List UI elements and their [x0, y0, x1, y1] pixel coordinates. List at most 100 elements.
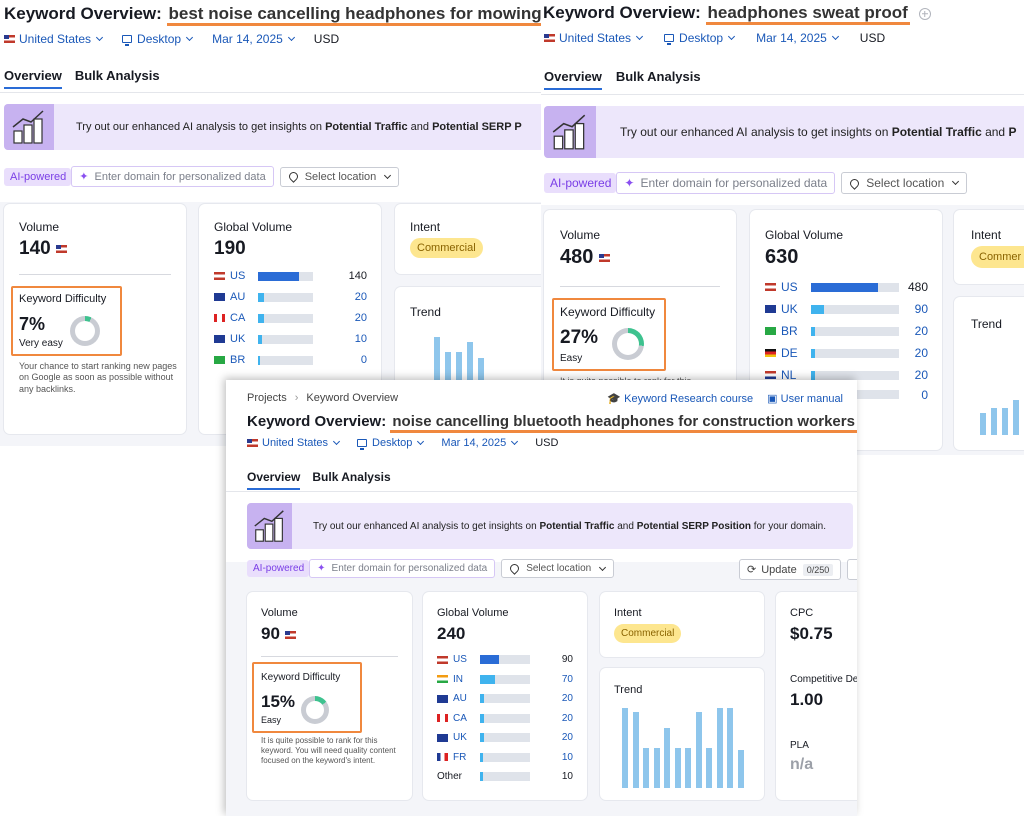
kd-level: Easy — [261, 715, 282, 725]
intent-badge: Commercial — [410, 238, 483, 258]
update-button[interactable]: ⟳ Update 0/250 — [739, 559, 842, 580]
tab-bulk-analysis[interactable]: Bulk Analysis — [312, 470, 391, 484]
tab-overview[interactable]: Overview — [4, 68, 62, 89]
breadcrumb-projects[interactable]: Projects — [247, 392, 287, 404]
global-volume-row: CA 20 — [437, 713, 573, 724]
trend-card: Trend — [954, 297, 1024, 450]
global-volume-row: UK 20 — [437, 732, 573, 743]
trend-bar — [643, 748, 649, 788]
trend-bar — [1013, 400, 1019, 435]
ai-powered-badge: AI-powered — [4, 167, 72, 186]
chevron-down-icon — [333, 437, 341, 446]
tab-bulk-analysis[interactable]: Bulk Analysis — [615, 69, 701, 84]
chevron-down-icon — [728, 32, 736, 41]
tab-overview[interactable]: Overview — [544, 69, 602, 90]
country-volume-value: 10 — [561, 771, 573, 782]
country-volume-value: 10 — [354, 333, 367, 345]
country-volume-value: 70 — [561, 673, 573, 685]
country-code: AU — [230, 291, 246, 303]
domain-input[interactable]: ✦ Enter domain for personalized data — [71, 166, 274, 187]
country-code: NL — [781, 368, 797, 382]
domain-input[interactable]: ✦ Enter domain for personalized data — [309, 559, 496, 578]
us-flag-icon — [284, 630, 296, 639]
location-select[interactable]: Select location — [279, 166, 400, 187]
user-manual-link[interactable]: ▣ User manual — [767, 393, 843, 405]
global-volume-row: US 480 — [765, 280, 928, 294]
global-volume-row: AU 20 — [214, 291, 367, 303]
volume-share-bar — [258, 334, 313, 344]
kd-label: Keyword Difficulty — [19, 293, 107, 305]
volume-share-bar — [258, 313, 313, 323]
pla-label: PLA — [790, 740, 809, 751]
divider — [19, 274, 171, 275]
currency-label: USD — [859, 31, 886, 45]
trend-card: Trend — [600, 668, 764, 800]
page-title: Keyword Overview: best noise cancelling … — [4, 4, 545, 26]
ai-powered-badge: AI-powered — [544, 173, 617, 193]
country-volume-value: 20 — [354, 312, 367, 324]
competitive-density-value: 1.00 — [790, 690, 824, 709]
intent-badge: Commercial — [614, 624, 682, 643]
country-volume-value: 140 — [348, 270, 367, 282]
trend-chart — [412, 329, 489, 381]
growth-chart-illustration-icon — [247, 503, 292, 549]
breadcrumb: Projects › Keyword Overview — [247, 392, 398, 404]
intent-label: Intent — [971, 228, 1002, 242]
volume-share-bar — [480, 655, 530, 664]
volume-share-bar — [258, 271, 313, 281]
global-volume-row: NL 20 — [765, 368, 928, 382]
chevron-down-icon — [186, 33, 194, 42]
trend-chart — [622, 708, 748, 788]
country-code: US — [781, 280, 798, 294]
export-button[interactable] — [847, 559, 857, 580]
device-select[interactable]: Desktop — [664, 31, 736, 45]
add-keyword-icon[interactable] — [918, 7, 931, 20]
volume-share-bar — [480, 733, 530, 742]
volume-share-bar — [811, 304, 899, 314]
us-flag-icon — [4, 35, 15, 43]
volume-value: 480 — [560, 246, 614, 269]
cpc-value: $0.75 — [790, 624, 833, 643]
country-volume-value: 90 — [914, 302, 928, 316]
kd-highlight-box — [552, 298, 666, 371]
tab-bulk-analysis[interactable]: Bulk Analysis — [74, 68, 160, 83]
filters-bar: United States Desktop Mar 14, 2025 USD — [247, 437, 558, 450]
country-volume-value: 0 — [360, 354, 367, 366]
volume-share-bar — [811, 370, 899, 380]
date-select[interactable]: Mar 14, 2025 — [441, 437, 519, 449]
intent-card: Intent Commer — [954, 210, 1024, 284]
country-volume-value: 20 — [561, 732, 573, 743]
location-select[interactable]: Select location — [841, 172, 968, 194]
growth-chart-illustration-icon — [544, 106, 596, 158]
global-volume-row: CA 20 — [214, 312, 367, 324]
tab-overview[interactable]: Overview — [247, 470, 301, 490]
country-volume-value: 20 — [354, 291, 367, 303]
kd-highlight-box — [11, 286, 122, 356]
keyword-research-course-link[interactable]: 🎓 Keyword Research course — [607, 393, 754, 405]
au-flag-icon — [214, 293, 225, 301]
country-code: DE — [781, 346, 798, 360]
kd-level: Very easy — [19, 338, 63, 349]
country-code: US — [230, 270, 246, 282]
us-flag-icon — [765, 283, 776, 291]
country-select[interactable]: United States — [247, 437, 341, 449]
fr-flag-icon — [437, 753, 448, 761]
ai-row: AI-powered ✦ Enter domain for personalize… — [544, 172, 968, 194]
intent-label: Intent — [614, 607, 642, 619]
currency-label: USD — [313, 32, 340, 46]
date-select[interactable]: Mar 14, 2025 — [756, 31, 839, 45]
volume-share-bar — [480, 694, 530, 703]
kd-highlight-box — [252, 662, 362, 733]
nl-flag-icon — [765, 371, 776, 379]
ai-powered-badge: AI-powered — [247, 560, 310, 577]
country-select[interactable]: United States — [544, 31, 644, 45]
location-select[interactable]: Select location — [501, 559, 615, 578]
device-select[interactable]: Desktop — [357, 437, 425, 450]
volume-card: Volume 140 Keyword Difficulty 7% Very ea… — [4, 204, 186, 434]
device-select[interactable]: Desktop — [122, 32, 194, 46]
country-select[interactable]: United States — [4, 32, 104, 46]
domain-input[interactable]: ✦ Enter domain for personalized data — [616, 172, 836, 194]
country-volume-value: 90 — [561, 654, 573, 665]
ai-row: AI-powered ✦ Enter domain for personalize… — [4, 166, 400, 187]
date-select[interactable]: Mar 14, 2025 — [212, 32, 295, 46]
